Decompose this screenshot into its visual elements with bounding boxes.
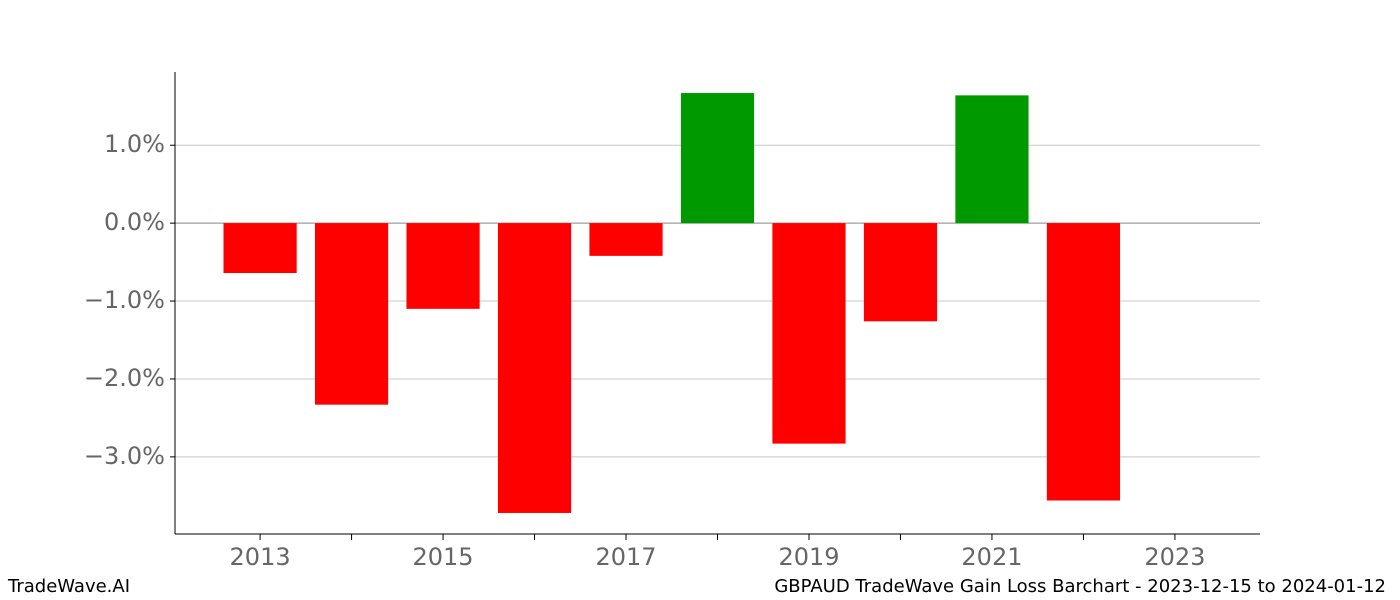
bar bbox=[314, 223, 389, 405]
footer-left: TradeWave.AI bbox=[7, 576, 130, 597]
x-tick-label: 2015 bbox=[413, 543, 474, 571]
y-tick-label: −3.0% bbox=[84, 442, 165, 470]
bar bbox=[863, 223, 938, 322]
footer-right: GBPAUD TradeWave Gain Loss Barchart - 20… bbox=[774, 576, 1386, 597]
y-tick-label: −1.0% bbox=[84, 286, 165, 314]
bar bbox=[772, 223, 846, 444]
y-tick-label: 0.0% bbox=[104, 208, 165, 236]
bar bbox=[955, 95, 1029, 224]
bar bbox=[223, 223, 297, 274]
bar bbox=[680, 93, 755, 224]
bar bbox=[406, 223, 480, 309]
x-tick-label: 2023 bbox=[1144, 543, 1205, 571]
bar bbox=[1046, 223, 1121, 501]
x-tick-label: 2017 bbox=[595, 543, 656, 571]
x-tick-label: 2013 bbox=[230, 543, 291, 571]
bar bbox=[497, 223, 572, 513]
bar bbox=[589, 223, 663, 256]
x-tick-label: 2019 bbox=[778, 543, 839, 571]
y-tick-label: 1.0% bbox=[104, 130, 165, 158]
y-tick-label: −2.0% bbox=[84, 364, 165, 392]
x-tick-label: 2021 bbox=[961, 543, 1022, 571]
